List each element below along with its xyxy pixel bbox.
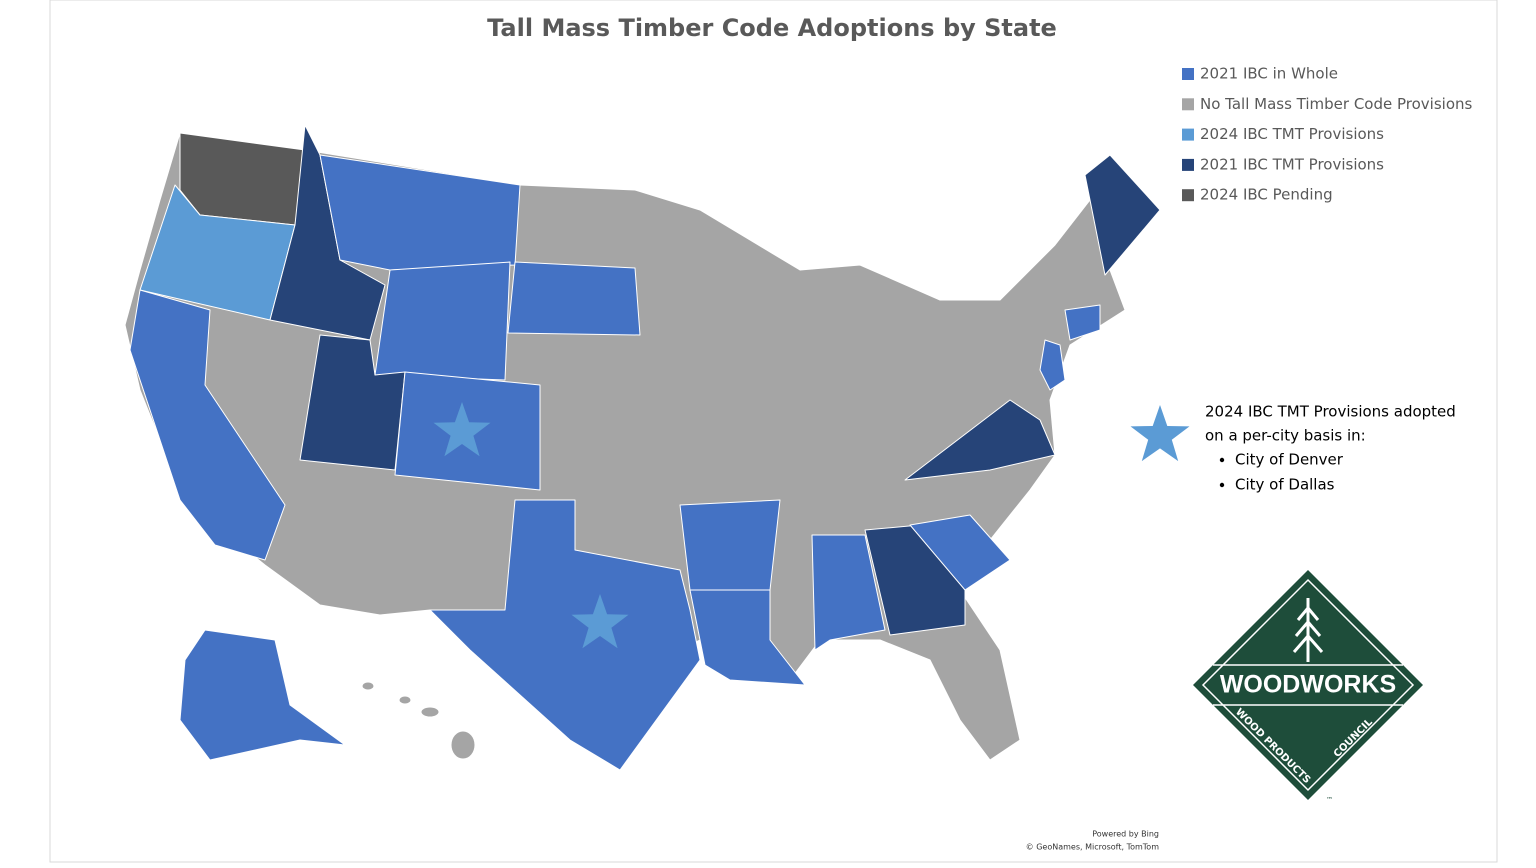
state bbox=[398, 695, 412, 705]
star bbox=[433, 402, 491, 457]
logo-trademark: ™ bbox=[1326, 796, 1333, 804]
state bbox=[689, 589, 806, 686]
legend-swatch bbox=[1182, 128, 1194, 141]
legend-label: 2021 IBC in Whole bbox=[1200, 65, 1338, 83]
legend-label: 2024 IBC TMT Provisions bbox=[1200, 125, 1384, 143]
credit: Powered by Bing bbox=[1092, 830, 1159, 839]
state bbox=[179, 629, 346, 761]
state bbox=[679, 499, 781, 591]
note: 2024 IBC TMT Provisions adopted on a per… bbox=[1205, 403, 1456, 494]
city: City of Dallas bbox=[1235, 476, 1335, 494]
bullet bbox=[1219, 457, 1225, 463]
note-line: on a per-city basis in: bbox=[1205, 427, 1366, 445]
state bbox=[374, 261, 511, 381]
state bbox=[420, 706, 440, 718]
star bbox=[571, 594, 629, 649]
legend-swatch bbox=[1182, 189, 1194, 202]
state bbox=[429, 499, 701, 771]
state bbox=[361, 681, 375, 691]
state bbox=[1064, 304, 1101, 341]
note-line: 2024 IBC TMT Provisions adopted bbox=[1205, 403, 1456, 421]
state bbox=[811, 534, 886, 651]
state bbox=[909, 514, 1011, 591]
states bbox=[124, 124, 1161, 771]
legend-label: No Tall Mass Timber Code Provisions bbox=[1200, 95, 1473, 113]
legend-swatch bbox=[1182, 98, 1194, 111]
title: Tall Mass Timber Code Adoptions by State bbox=[487, 14, 1057, 42]
logo: WOODWORKS WOOD PRODUCTS COUNCIL ™ bbox=[1193, 570, 1423, 804]
city: City of Denver bbox=[1235, 451, 1344, 469]
logo-name: WOODWORKS bbox=[1220, 671, 1396, 699]
legend: 2021 IBC in Whole No Tall Mass Timber Cod… bbox=[1182, 65, 1473, 204]
state bbox=[129, 289, 286, 561]
legend-label: 2024 IBC Pending bbox=[1200, 186, 1333, 204]
credit: © GeoNames, Microsoft, TomTom bbox=[1026, 843, 1160, 852]
state bbox=[1039, 339, 1066, 391]
state bbox=[507, 261, 641, 336]
state bbox=[904, 399, 1056, 481]
legend-swatch bbox=[1182, 68, 1194, 80]
bullet bbox=[1219, 482, 1225, 488]
star bbox=[1130, 405, 1190, 462]
state bbox=[450, 730, 476, 760]
logo-border bbox=[1201, 578, 1415, 792]
logo-diamond bbox=[1193, 570, 1423, 800]
logo-tree bbox=[1292, 598, 1324, 662]
state bbox=[1084, 154, 1161, 276]
city-markers bbox=[433, 402, 1190, 649]
legend-label: 2021 IBC TMT Provisions bbox=[1200, 155, 1384, 173]
legend-swatch bbox=[1182, 158, 1194, 171]
